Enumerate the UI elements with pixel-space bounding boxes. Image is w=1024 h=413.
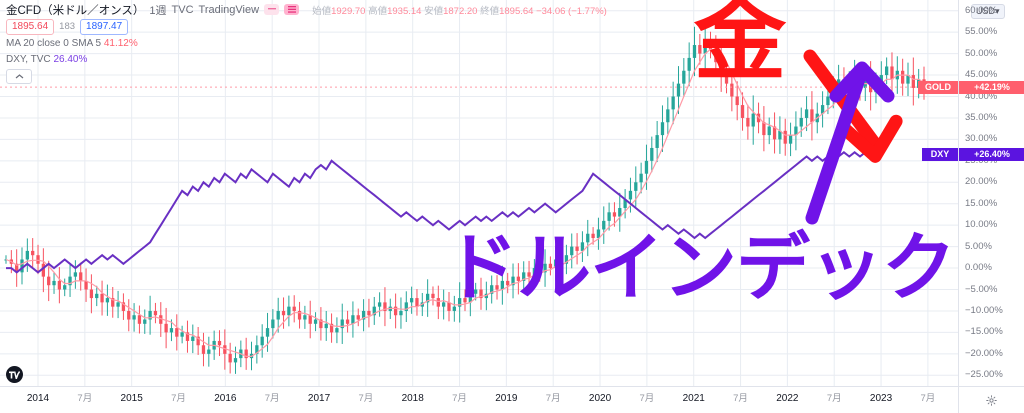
time-axis[interactable]: 2014 7月 2015 7月 2016 7月 2017 7月 2018 7月 2019 7月 2020…	[0, 386, 1024, 413]
time-axis-tick: 2017	[307, 393, 331, 404]
legend-title-row: 金CFD（米ドル／オンス） 1週 TVC TradingView 始値1929.…	[6, 2, 607, 17]
time-axis-tick: 7月	[920, 393, 936, 404]
time-axis-tick: 7月	[733, 393, 748, 404]
price-axis-tick: 60.00%	[965, 4, 998, 16]
ma-line	[5, 48, 925, 357]
gold-series-tag: GOLD	[918, 80, 958, 94]
ohlc-open-value: 1929.70	[331, 5, 366, 17]
currency-selector[interactable]: USD▾	[971, 4, 1005, 19]
indicator-dxy-row[interactable]: DXY, TVC 26.40%	[6, 53, 607, 66]
dxy-series-tag: DXY	[922, 148, 958, 162]
time-axis-tick: 7月	[171, 393, 186, 404]
time-axis-tick: 7月	[639, 393, 655, 404]
bar-style-icon[interactable]	[264, 4, 280, 15]
time-axis-tick: 2018	[401, 393, 424, 404]
price-axis-tick: 50.00%	[965, 47, 998, 59]
dxy-line	[6, 151, 882, 274]
price-axis-tick: 15.00%	[965, 197, 998, 209]
bid-price-badge: 1897.47	[80, 18, 129, 35]
ohlc-change-value: −34.06 (−1.77%)	[536, 5, 607, 17]
price-axis-tick: 5.00%	[965, 240, 992, 252]
time-axis-tick: 2015	[120, 393, 143, 404]
price-axis-tick: −5.00%	[965, 283, 998, 295]
price-axis-tick: 40.00%	[965, 90, 998, 102]
indicator-icon[interactable]	[284, 4, 300, 15]
chart-settings-button[interactable]	[958, 387, 1024, 413]
chart-legend: 金CFD（米ドル／オンス） 1週 TVC TradingView 始値1929.…	[6, 2, 607, 84]
last-price-badge: 1895.64	[6, 18, 55, 35]
price-axis-tick: 45.00%	[965, 69, 998, 81]
ohlc-low-value: 1872.20	[443, 5, 478, 17]
price-axis-tick: 30.00%	[965, 133, 998, 145]
indicator-dxy-value: 26.40%	[53, 54, 88, 65]
price-axis[interactable]: USD▾ 60.00% 55.00% 50.00% 45.00% 40.00% 35.00…	[958, 0, 1024, 386]
symbol-title[interactable]: 金CFD（米ドル／オンス）	[6, 4, 145, 17]
price-axis-tick: −25.00%	[965, 369, 1003, 381]
gold-price-badge: +42.19%	[959, 80, 1024, 94]
bar-count-value: 183	[59, 21, 76, 32]
time-axis-tick: 2023	[869, 393, 893, 404]
price-axis-tick: −15.00%	[965, 326, 1003, 338]
time-axis-tick: 7月	[77, 393, 93, 404]
ohlc-readout: 始値1929.70 高値1935.14 安値1872.20 終値1895.64 …	[312, 3, 607, 17]
price-axis-tick: −10.00%	[965, 304, 1003, 316]
price-axis-tick: 10.00%	[965, 219, 998, 231]
ohlc-close-value: 1895.64	[499, 5, 534, 17]
interval-label[interactable]: 1週	[149, 4, 167, 17]
time-axis-tick: 7月	[452, 393, 467, 404]
quote-row: 1895.64 183 1897.47	[6, 18, 607, 35]
exchange-label: TVC	[171, 3, 194, 16]
ohlc-open-label: 始値	[312, 5, 332, 17]
ohlc-close-label: 終値	[480, 5, 500, 17]
tradingview-logo[interactable]	[6, 366, 23, 383]
source-label: TradingView	[198, 3, 260, 16]
ohlc-high-label: 高値	[368, 5, 388, 17]
price-axis-tick: 55.00%	[965, 26, 998, 38]
time-axis-tick: 2019	[495, 393, 518, 404]
chevron-down-icon: ▾	[995, 6, 1000, 16]
indicator-ma-value: 41.12%	[103, 38, 138, 49]
indicator-dxy-label: DXY, TVC	[6, 54, 51, 65]
chart-gridlines	[0, 0, 958, 386]
price-axis-tick: 20.00%	[965, 176, 998, 188]
price-axis-tick: −20.00%	[965, 347, 1003, 359]
chevron-up-icon[interactable]	[6, 69, 32, 84]
currency-label: USD	[976, 6, 996, 16]
time-axis-tick: 2022	[776, 393, 799, 404]
time-axis-tick: 2020	[588, 393, 612, 404]
time-axis-tick: 2021	[682, 393, 705, 404]
indicator-ma-row[interactable]: MA 20 close 0 SMA 5 41.12%	[6, 37, 607, 50]
time-axis-tick: 7月	[358, 393, 374, 404]
time-axis-tick: 7月	[545, 393, 561, 404]
ohlc-low-label: 安値	[424, 5, 444, 17]
gear-icon	[986, 395, 997, 406]
price-axis-tick: 35.00%	[965, 111, 998, 123]
ohlc-high-value: 1935.14	[387, 5, 422, 17]
time-axis-tick: 7月	[826, 393, 842, 404]
indicator-ma-label: MA 20 close 0 SMA 5	[6, 38, 102, 49]
price-axis-tick: 0.00%	[965, 262, 992, 274]
dxy-price-badge: +26.40%	[959, 148, 1024, 162]
time-axis-tick: 2014	[26, 393, 50, 404]
time-axis-tick: 7月	[264, 393, 280, 404]
time-axis-tick: 2016	[214, 393, 237, 404]
